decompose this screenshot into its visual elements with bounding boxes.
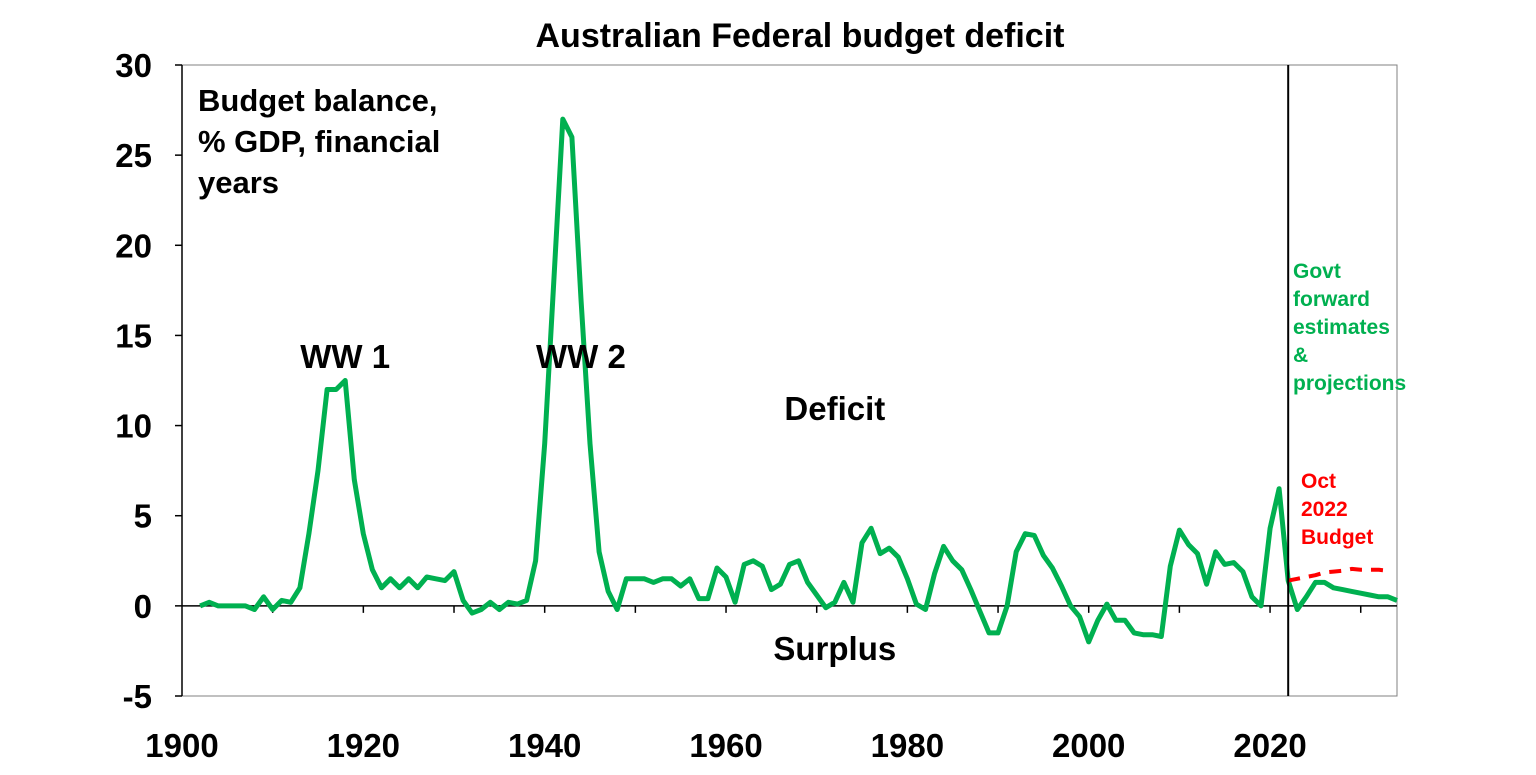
chart-annotation: Deficit — [784, 390, 885, 427]
govt-label-line: forward — [1293, 288, 1370, 311]
y-tick-label: 15 — [115, 317, 152, 354]
x-tick-label: 1920 — [327, 727, 400, 764]
chart-title: Australian Federal budget deficit — [536, 17, 1065, 55]
chart-subtitle: Budget balance, % GDP, financial years — [198, 83, 449, 200]
subtitle-line: % GDP, financial — [198, 124, 440, 159]
budget-label-line: 2022 — [1301, 498, 1348, 521]
budget-series-line — [1287, 566, 1389, 583]
chart-annotation: WW 2 — [536, 338, 626, 375]
y-tick-label: 30 — [115, 47, 152, 84]
x-axis: 1900 1920 1940 1960 1980 2000 2020 — [145, 605, 1397, 764]
actual-series-line — [199, 116, 1398, 645]
subtitle-line: Budget balance, — [198, 83, 437, 118]
annotation-layer: WW 1 WW 2 Deficit Surplus — [300, 338, 896, 667]
y-tick-label: -5 — [123, 678, 152, 715]
x-tick-label: 1940 — [508, 727, 581, 764]
oct-2022-budget-label: Oct 2022 Budget — [1301, 470, 1373, 549]
y-tick-label: 0 — [134, 588, 152, 625]
y-tick-label: 25 — [115, 137, 152, 174]
series-layer — [199, 65, 1398, 696]
plot-frame — [181, 64, 1398, 697]
govt-label-line: Govt — [1293, 260, 1341, 283]
govt-forward-estimates-label: Govt forward estimates & projections — [1293, 260, 1406, 395]
y-axis: 30 25 20 15 10 5 0 -5 — [115, 47, 183, 715]
budget-label-line: Oct — [1301, 470, 1336, 493]
govt-label-line: estimates — [1293, 316, 1390, 339]
x-tick-label: 1980 — [871, 727, 944, 764]
subtitle-line: years — [198, 165, 279, 200]
budget-label-line: Budget — [1301, 526, 1373, 549]
chart-annotation: Surplus — [773, 630, 896, 667]
y-tick-label: 20 — [115, 227, 152, 264]
chart-annotation: WW 1 — [300, 338, 390, 375]
govt-label-line: & — [1293, 344, 1308, 367]
y-tick-label: 10 — [115, 408, 152, 445]
x-tick-label: 2020 — [1233, 727, 1306, 764]
govt-label-line: projections — [1293, 372, 1406, 395]
x-tick-label: 1960 — [689, 727, 762, 764]
x-tick-label: 2000 — [1052, 727, 1125, 764]
y-tick-label: 5 — [134, 498, 152, 535]
x-tick-label: 1900 — [145, 727, 218, 764]
